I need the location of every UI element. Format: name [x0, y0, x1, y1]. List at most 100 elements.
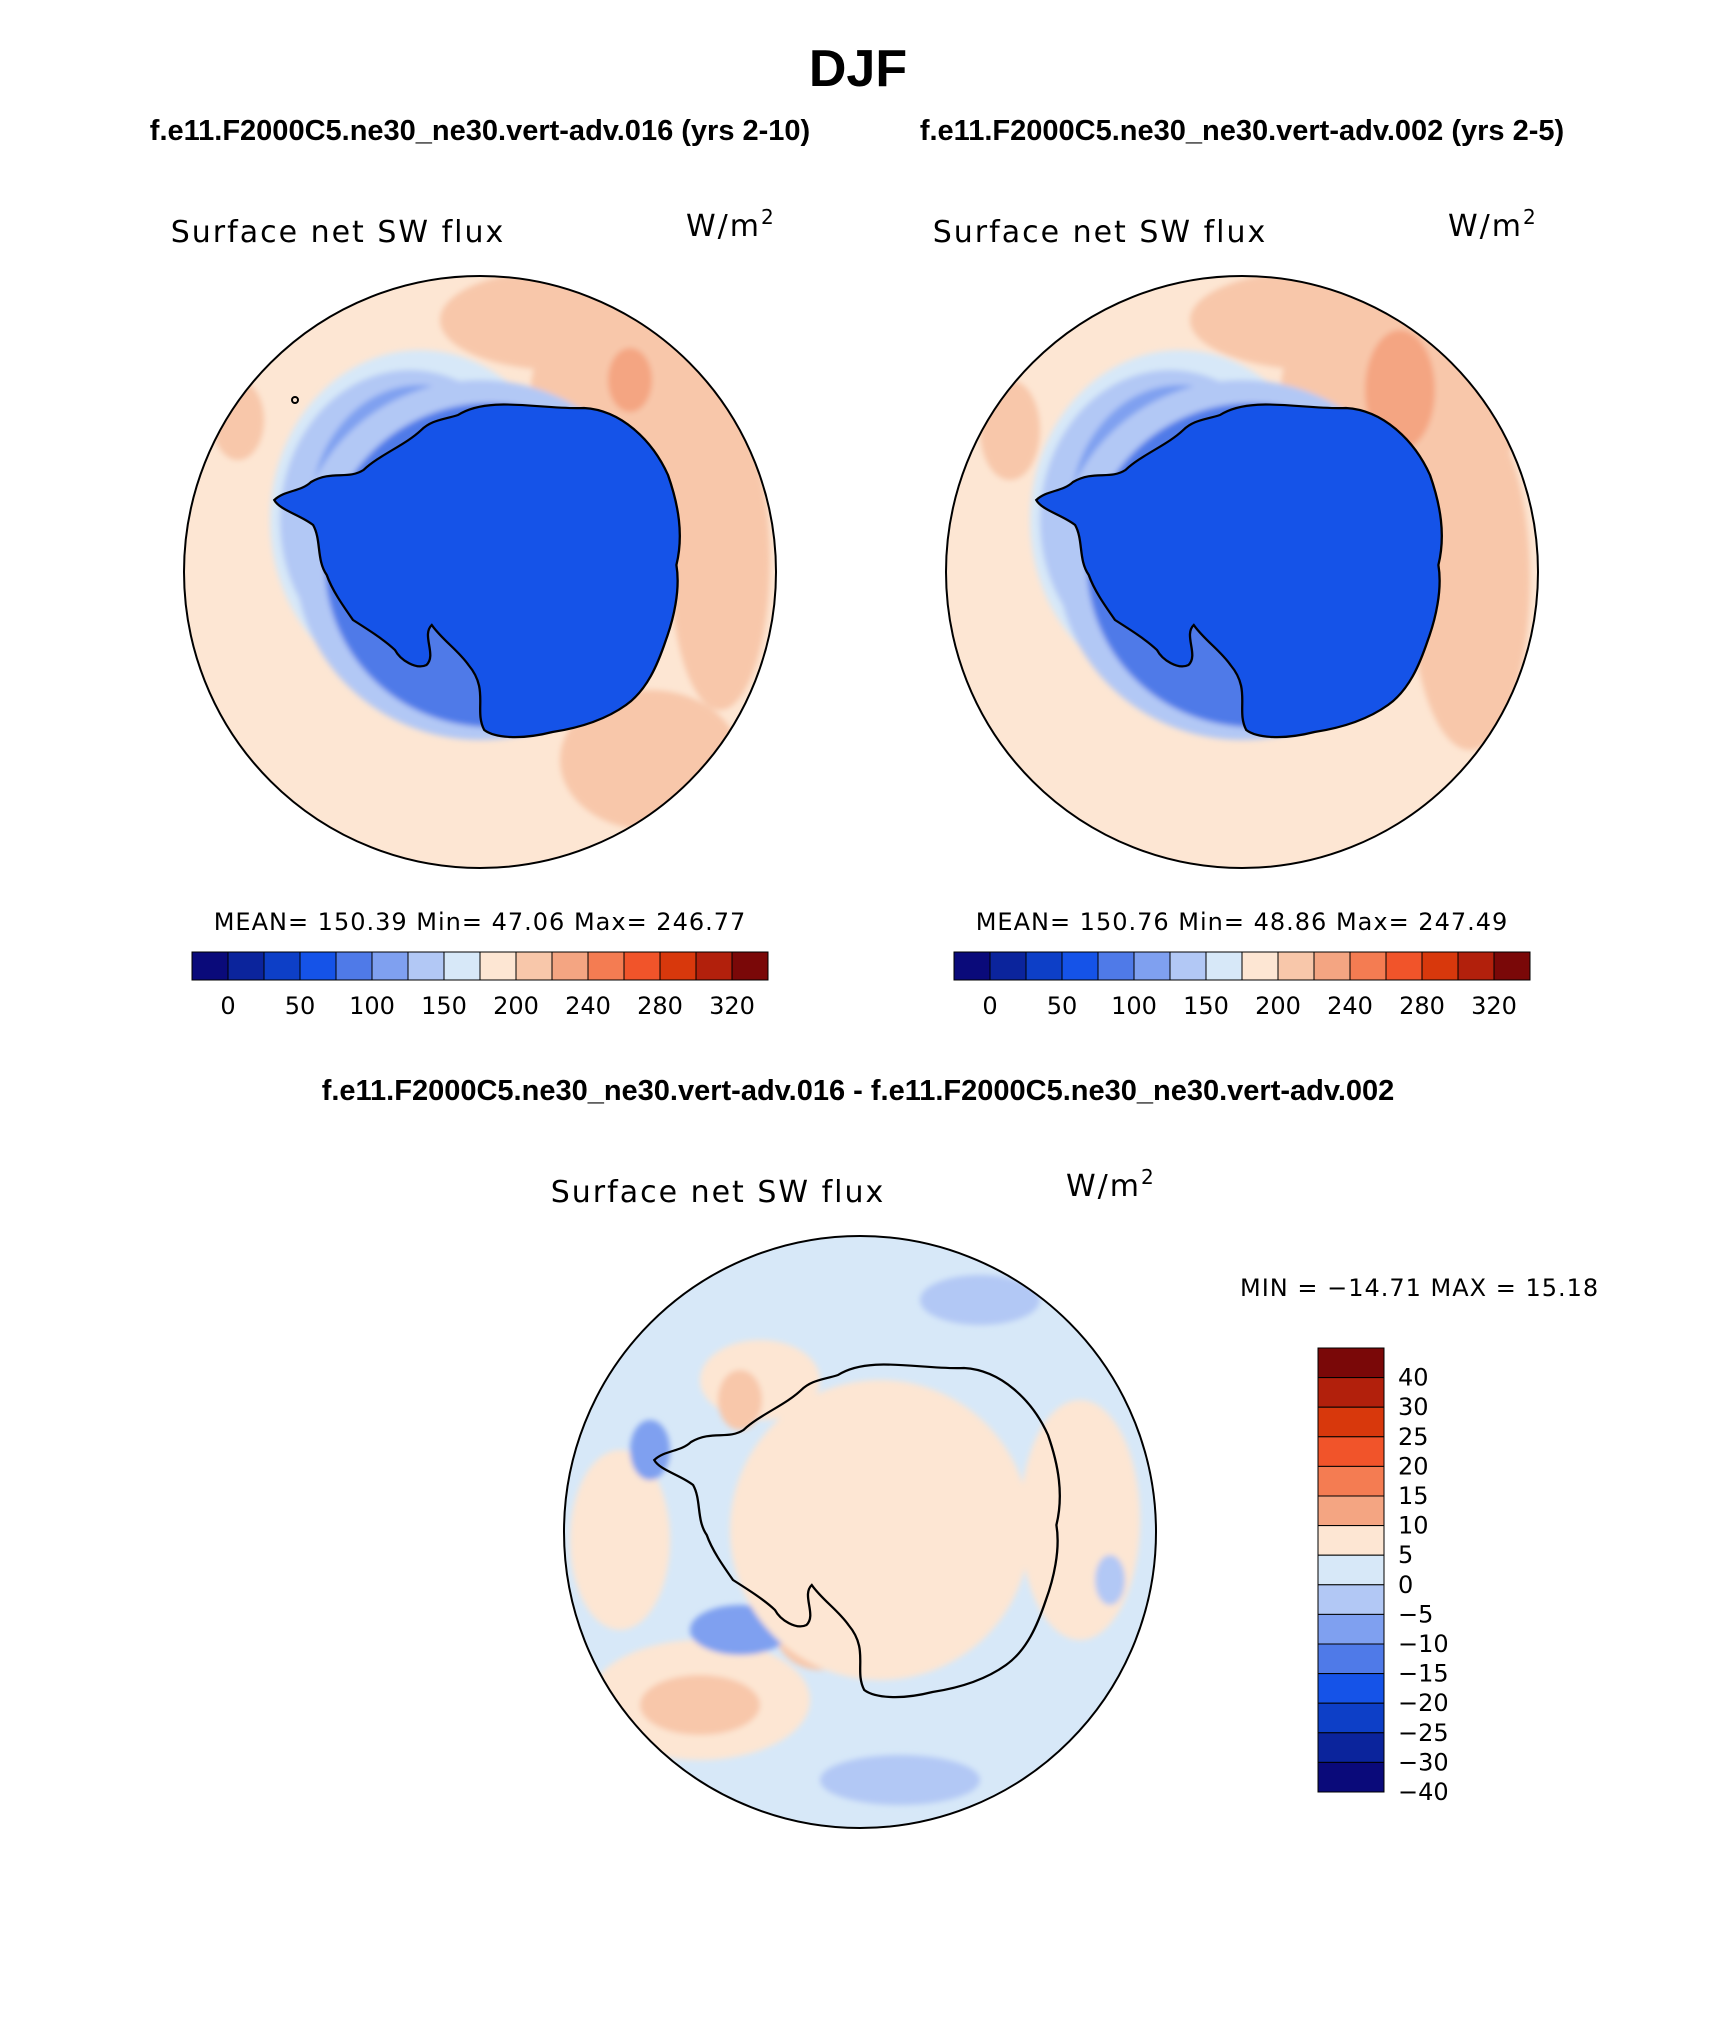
panel-a-colorbar-tick-label: 240 — [565, 992, 611, 1020]
panel-b-variable-label: Surface net SW flux — [933, 215, 1268, 250]
panel-b-colorbar-swatch — [1025, 951, 1063, 981]
panel-a-units: W/m2 — [686, 205, 776, 244]
panel-b-colorbar-tick-label: 50 — [1047, 992, 1078, 1020]
panel-c-units-base: W/m — [1066, 1169, 1141, 1204]
panel-b-colorbar-tick-label: 0 — [982, 992, 997, 1020]
panel-a-variable-label: Surface net SW flux — [171, 215, 506, 250]
case-a-title: f.e11.F2000C5.ne30_ne30.vert-adv.016 (yr… — [150, 115, 810, 147]
panel-c-colorbar-swatch — [1317, 1436, 1385, 1467]
panel-c-map — [564, 1236, 1156, 1828]
panel-b-map — [946, 276, 1538, 868]
panel-c-colorbar-tick-label: −40 — [1398, 1778, 1449, 1806]
panel-c-colorbar-tick-label: 0 — [1398, 1571, 1413, 1599]
panel-c-stats: MIN = −14.71 MAX = 15.18 — [1240, 1274, 1599, 1302]
panel-a-colorbar-tick-label: 50 — [285, 992, 316, 1020]
panel-c-colorbar-swatch — [1317, 1643, 1385, 1675]
panel-b-colorbar-tick-label: 100 — [1111, 992, 1157, 1020]
panel-a-colorbar-swatch — [479, 951, 517, 981]
panel-c-colorbar-tick-label: 30 — [1398, 1393, 1429, 1421]
difference-title: f.e11.F2000C5.ne30_ne30.vert-adv.016 - f… — [322, 1075, 1395, 1107]
panel-b-stats: MEAN= 150.76 Min= 48.86 Max= 247.49 — [976, 908, 1509, 936]
panel-b-units-exponent: 2 — [1523, 205, 1538, 229]
panel-difference: Surface net SW flux W/m2 — [551, 1165, 1599, 1829]
panel-a-colorbar-swatch — [551, 951, 589, 981]
panel-c-colorbar-tick-label: 15 — [1398, 1482, 1429, 1510]
panel-a-colorbar-tick-label: 150 — [421, 992, 467, 1020]
panel-b-colorbar-tick-label: 240 — [1327, 992, 1373, 1020]
panel-c-colorbar-swatch — [1317, 1673, 1385, 1704]
panel-a-colorbar-tick-label: 100 — [349, 992, 395, 1020]
panel-case-b: Surface net SW flux W/m2 MEAN= 150.76 Mi… — [933, 205, 1539, 1020]
panel-b-colorbar-swatch — [1493, 951, 1531, 981]
panel-c-colorbar-swatch — [1317, 1406, 1385, 1438]
panel-b-colorbar-swatch — [1169, 951, 1207, 981]
panel-b-colorbar-swatch — [1133, 951, 1171, 981]
panel-c-colorbar-swatch — [1317, 1702, 1385, 1734]
panel-a-colorbar-swatch — [191, 951, 229, 981]
panel-case-a: Surface net SW flux W/m2 ME — [171, 205, 777, 1020]
panel-c-variable-label: Surface net SW flux — [551, 1175, 886, 1210]
panel-a-colorbar-swatch — [299, 951, 337, 981]
panel-b-colorbar-swatch — [1385, 951, 1423, 981]
panel-a-colorbar-tick-label: 0 — [220, 992, 235, 1020]
panel-b-colorbar-tick-label: 150 — [1183, 992, 1229, 1020]
panel-b-units-base: W/m — [1448, 209, 1523, 244]
panel-c-colorbar-tick-label: −25 — [1398, 1719, 1449, 1747]
panel-b-colorbar-swatch — [1241, 951, 1279, 981]
panel-c-colorbar-tick-label: −20 — [1398, 1689, 1449, 1717]
panel-b-colorbar-swatch — [953, 951, 991, 981]
panel-c-colorbar-swatch — [1317, 1732, 1385, 1763]
panel-a-colorbar-swatch — [443, 951, 481, 981]
panel-c-colorbar-swatch — [1317, 1613, 1385, 1645]
case-b-title: f.e11.F2000C5.ne30_ne30.vert-adv.002 (yr… — [920, 115, 1564, 147]
panel-a-colorbar-swatch — [515, 951, 553, 981]
panel-a-units-exponent: 2 — [761, 205, 776, 229]
panel-b-colorbar-swatch — [1421, 951, 1459, 981]
panel-a-colorbar-swatch — [371, 951, 409, 981]
panel-c-colorbar-tick-label: −15 — [1398, 1660, 1449, 1688]
panel-b-colorbar-swatch — [1277, 951, 1315, 981]
panel-c-colorbar-swatch — [1317, 1525, 1385, 1556]
panel-a-colorbar-swatch — [227, 951, 265, 981]
panel-c-colorbar-swatch — [1317, 1465, 1385, 1497]
panel-a-colorbar-swatch — [335, 951, 373, 981]
panel-c-colorbar-swatch — [1317, 1554, 1385, 1586]
panel-b-colorbar-swatch — [1349, 951, 1387, 981]
panel-c-colorbar-tick-label: −30 — [1398, 1748, 1449, 1776]
panel-a-colorbar-swatch — [731, 951, 769, 981]
panel-a-colorbar-swatch — [695, 951, 733, 981]
panel-c-colorbar-tick-label: 20 — [1398, 1452, 1429, 1480]
panel-a-colorbar-tick-label: 320 — [709, 992, 755, 1020]
panel-c-colorbar-swatch — [1317, 1761, 1385, 1793]
panel-c-units: W/m2 — [1066, 1165, 1156, 1204]
panel-b-colorbar-tick-label: 280 — [1399, 992, 1445, 1020]
panel-c-colorbar-swatch — [1317, 1584, 1385, 1615]
panel-a-colorbar-swatch — [263, 951, 301, 981]
panel-b-colorbar-swatch — [1457, 951, 1495, 981]
panel-c-colorbar-swatch — [1317, 1377, 1385, 1408]
panel-c-colorbar-tick-label: −10 — [1398, 1630, 1449, 1658]
panel-b-colorbar: 0 50 100 150 200 240 280 320 — [953, 951, 1531, 1020]
panel-a-colorbar-tick-label: 200 — [493, 992, 539, 1020]
panel-a-map-border — [183, 275, 777, 869]
panel-a-colorbar-swatch — [659, 951, 697, 981]
panel-c-colorbar-tick-label: 10 — [1398, 1512, 1429, 1540]
panel-c-units-exponent: 2 — [1141, 1165, 1156, 1189]
figure-title: DJF — [809, 40, 907, 98]
panel-b-colorbar-swatch — [1097, 951, 1135, 981]
panel-a-colorbar-swatch — [587, 951, 625, 981]
panel-c-colorbar-swatch — [1317, 1495, 1385, 1527]
panel-b-colorbar-tick-label: 200 — [1255, 992, 1301, 1020]
panel-a-map — [184, 276, 776, 868]
panel-c-colorbar-tick-label: 5 — [1398, 1541, 1413, 1569]
panel-c-colorbar-tick-label: 25 — [1398, 1423, 1429, 1451]
panel-a-colorbar-swatch — [623, 951, 661, 981]
panel-b-colorbar-swatch — [989, 951, 1027, 981]
panel-c-colorbar-swatch — [1317, 1347, 1385, 1379]
panel-a-stats: MEAN= 150.39 Min= 47.06 Max= 246.77 — [214, 908, 747, 936]
panel-b-units: W/m2 — [1448, 205, 1538, 244]
panel-a-colorbar-swatch — [407, 951, 445, 981]
panel-b-colorbar-tick-label: 320 — [1471, 992, 1517, 1020]
